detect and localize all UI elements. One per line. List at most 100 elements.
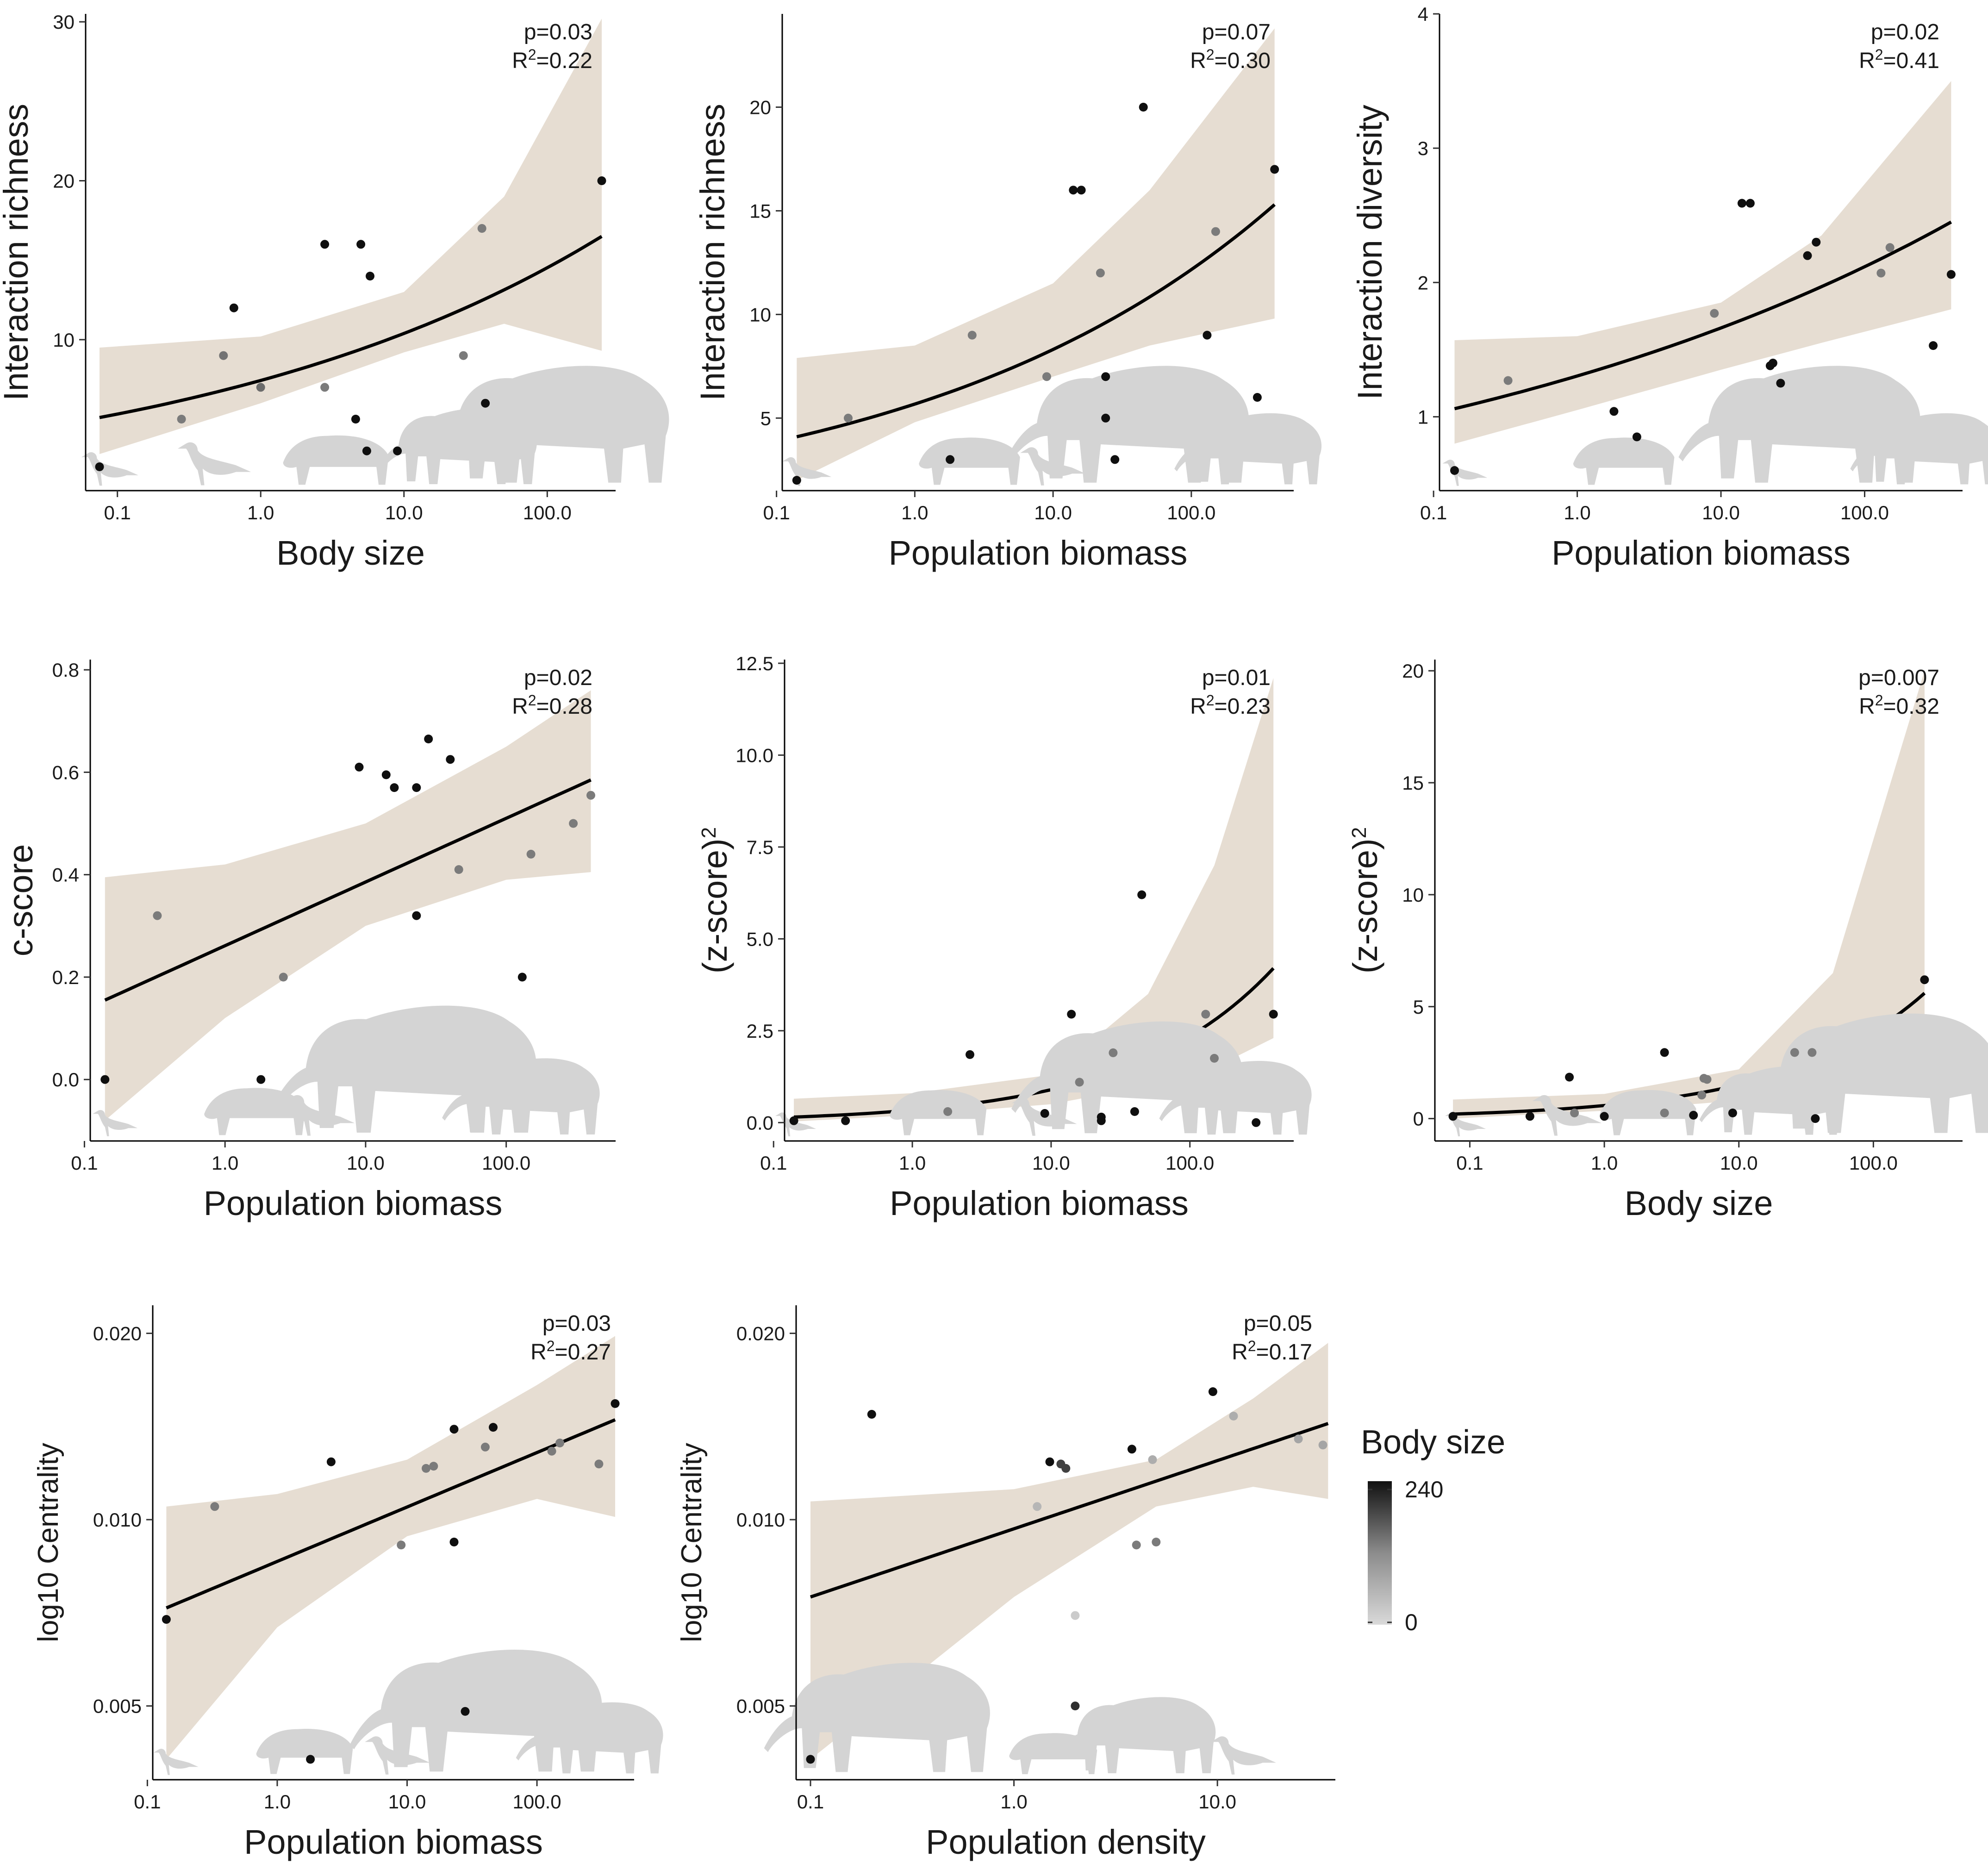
data-point	[1790, 1048, 1799, 1057]
data-point	[1503, 376, 1513, 385]
x-axis-title: Population biomass	[1552, 534, 1851, 572]
ci-band	[794, 678, 1274, 1122]
x-tick-label: 10.0	[1034, 502, 1072, 524]
p-value-label: p=0.07	[1202, 20, 1271, 44]
data-point	[967, 330, 977, 340]
x-tick-label: 1.0	[212, 1152, 238, 1174]
x-tick-label: 10.0	[385, 502, 423, 524]
fit-line	[810, 1422, 1329, 1599]
data-point	[424, 735, 433, 743]
r-squared-value: =0.23	[1215, 694, 1271, 719]
y-tick-label: 0.4	[52, 864, 79, 886]
x-tick-label: 100.0	[1167, 502, 1215, 524]
r-squared-prefix: R	[1859, 694, 1875, 719]
r-squared-prefix: R	[530, 1340, 547, 1365]
data-point	[326, 1457, 336, 1466]
x-tick-label: 0.1	[797, 1791, 824, 1813]
data-point	[210, 1502, 219, 1511]
r-squared-prefix: R	[1859, 49, 1875, 73]
x-axis-title: Body size	[1625, 1184, 1773, 1222]
data-point	[351, 415, 360, 424]
data-point	[429, 1462, 438, 1471]
r-squared-label: R2=0.32	[1859, 692, 1939, 719]
data-point	[459, 351, 468, 360]
x-tick-label: 10.0	[388, 1791, 426, 1813]
data-point	[1728, 1109, 1737, 1117]
tapir-silhouette-icon	[1749, 1013, 1988, 1133]
y-tick-label: 20	[749, 97, 771, 118]
data-point	[1702, 1075, 1712, 1084]
data-point	[1148, 1455, 1157, 1464]
data-point	[1045, 1457, 1054, 1466]
legend-min-label: 0	[1405, 1609, 1418, 1635]
data-point	[412, 911, 421, 920]
y-axis-title: log10 Centrality	[32, 1443, 64, 1642]
r-squared-value: =0.32	[1883, 694, 1939, 719]
x-axis-title: Population biomass	[204, 1184, 503, 1222]
tapir-silhouette-icon	[1850, 413, 1988, 485]
data-point	[1689, 1110, 1698, 1120]
data-point	[1745, 199, 1755, 208]
r-squared-label: R2=0.23	[1190, 692, 1271, 719]
y-axis-title: (z-score)2	[696, 827, 734, 973]
r-squared-superscript: 2	[1206, 692, 1215, 709]
ci-band	[1454, 81, 1951, 444]
r-squared-prefix: R	[1190, 694, 1206, 719]
y-axis-title-text: Interaction richness	[0, 104, 35, 401]
bird-silhouette-icon	[153, 1749, 199, 1775]
data-point	[1252, 1118, 1261, 1127]
y-tick-label: 30	[53, 11, 75, 33]
r-squared-superscript: 2	[1206, 46, 1215, 63]
x-tick-label: 0.1	[134, 1791, 161, 1813]
panel-h: 0.1 1.0 10.0 0.005 0.010 0.020 Population dens…	[676, 1305, 1335, 1861]
data-point	[1660, 1109, 1669, 1117]
r-squared-value: =0.28	[536, 694, 592, 719]
tapir-silhouette-icon	[516, 1702, 663, 1774]
r-squared-superscript: 2	[547, 1338, 555, 1354]
panel-g: 0.1 1.0 10.0 100.0 0.005 0.010 0.020 Population…	[32, 1305, 663, 1861]
panel-f: 0.1 1.0 10.0 100.0 0 5 10 15 20 Body size (z-score…	[1346, 660, 1988, 1222]
data-point	[1803, 251, 1812, 260]
y-tick-label: 0.8	[52, 659, 79, 681]
r-squared-superscript: 2	[1875, 46, 1883, 63]
x-tick-label: 0.1	[104, 502, 131, 524]
bird-silhouette-icon	[93, 1110, 138, 1136]
data-point	[1811, 1114, 1820, 1123]
data-point	[792, 476, 801, 485]
data-point	[477, 224, 486, 233]
r-squared-prefix: R	[512, 694, 528, 719]
data-point	[355, 762, 364, 772]
r-squared-superscript: 2	[528, 692, 536, 709]
tapir-silhouette-icon	[1678, 366, 1920, 483]
data-point	[1071, 1611, 1080, 1620]
bird-silhouette-icon	[81, 452, 138, 486]
y-tick-label: 10	[1402, 884, 1424, 906]
y-tick-label: 12.5	[735, 653, 773, 674]
data-point	[1210, 1053, 1219, 1063]
data-point	[586, 791, 595, 800]
p-value-label: p=0.02	[524, 666, 592, 690]
data-point	[594, 1459, 604, 1469]
y-tick-label: 0.6	[52, 761, 79, 783]
y-axis-title-text: Interaction diversity	[1351, 105, 1389, 400]
r-squared-value: =0.17	[1256, 1340, 1312, 1365]
data-point	[1069, 186, 1078, 195]
x-axis-title: Population biomass	[889, 534, 1188, 572]
y-axis-title-superscript: 2	[698, 827, 720, 838]
tapir-silhouette-icon	[1058, 1697, 1216, 1773]
y-axis-title: Interaction richness	[0, 104, 35, 401]
x-tick-label: 1.0	[1000, 1791, 1027, 1813]
x-tick-label: 1.0	[1564, 502, 1590, 524]
data-point	[306, 1755, 315, 1764]
x-tick-label: 0.1	[1456, 1152, 1483, 1174]
y-tick-label: 0.010	[736, 1509, 785, 1531]
data-point	[449, 1425, 459, 1434]
data-point	[1127, 1445, 1136, 1454]
y-tick-label: 0.0	[747, 1112, 773, 1134]
fit-line	[796, 203, 1276, 439]
data-point	[569, 819, 578, 828]
r-squared-prefix: R	[1232, 1340, 1248, 1365]
data-point	[1448, 1112, 1458, 1121]
x-tick-label: 0.1	[760, 1152, 787, 1174]
x-tick-label: 10.0	[1720, 1152, 1758, 1174]
